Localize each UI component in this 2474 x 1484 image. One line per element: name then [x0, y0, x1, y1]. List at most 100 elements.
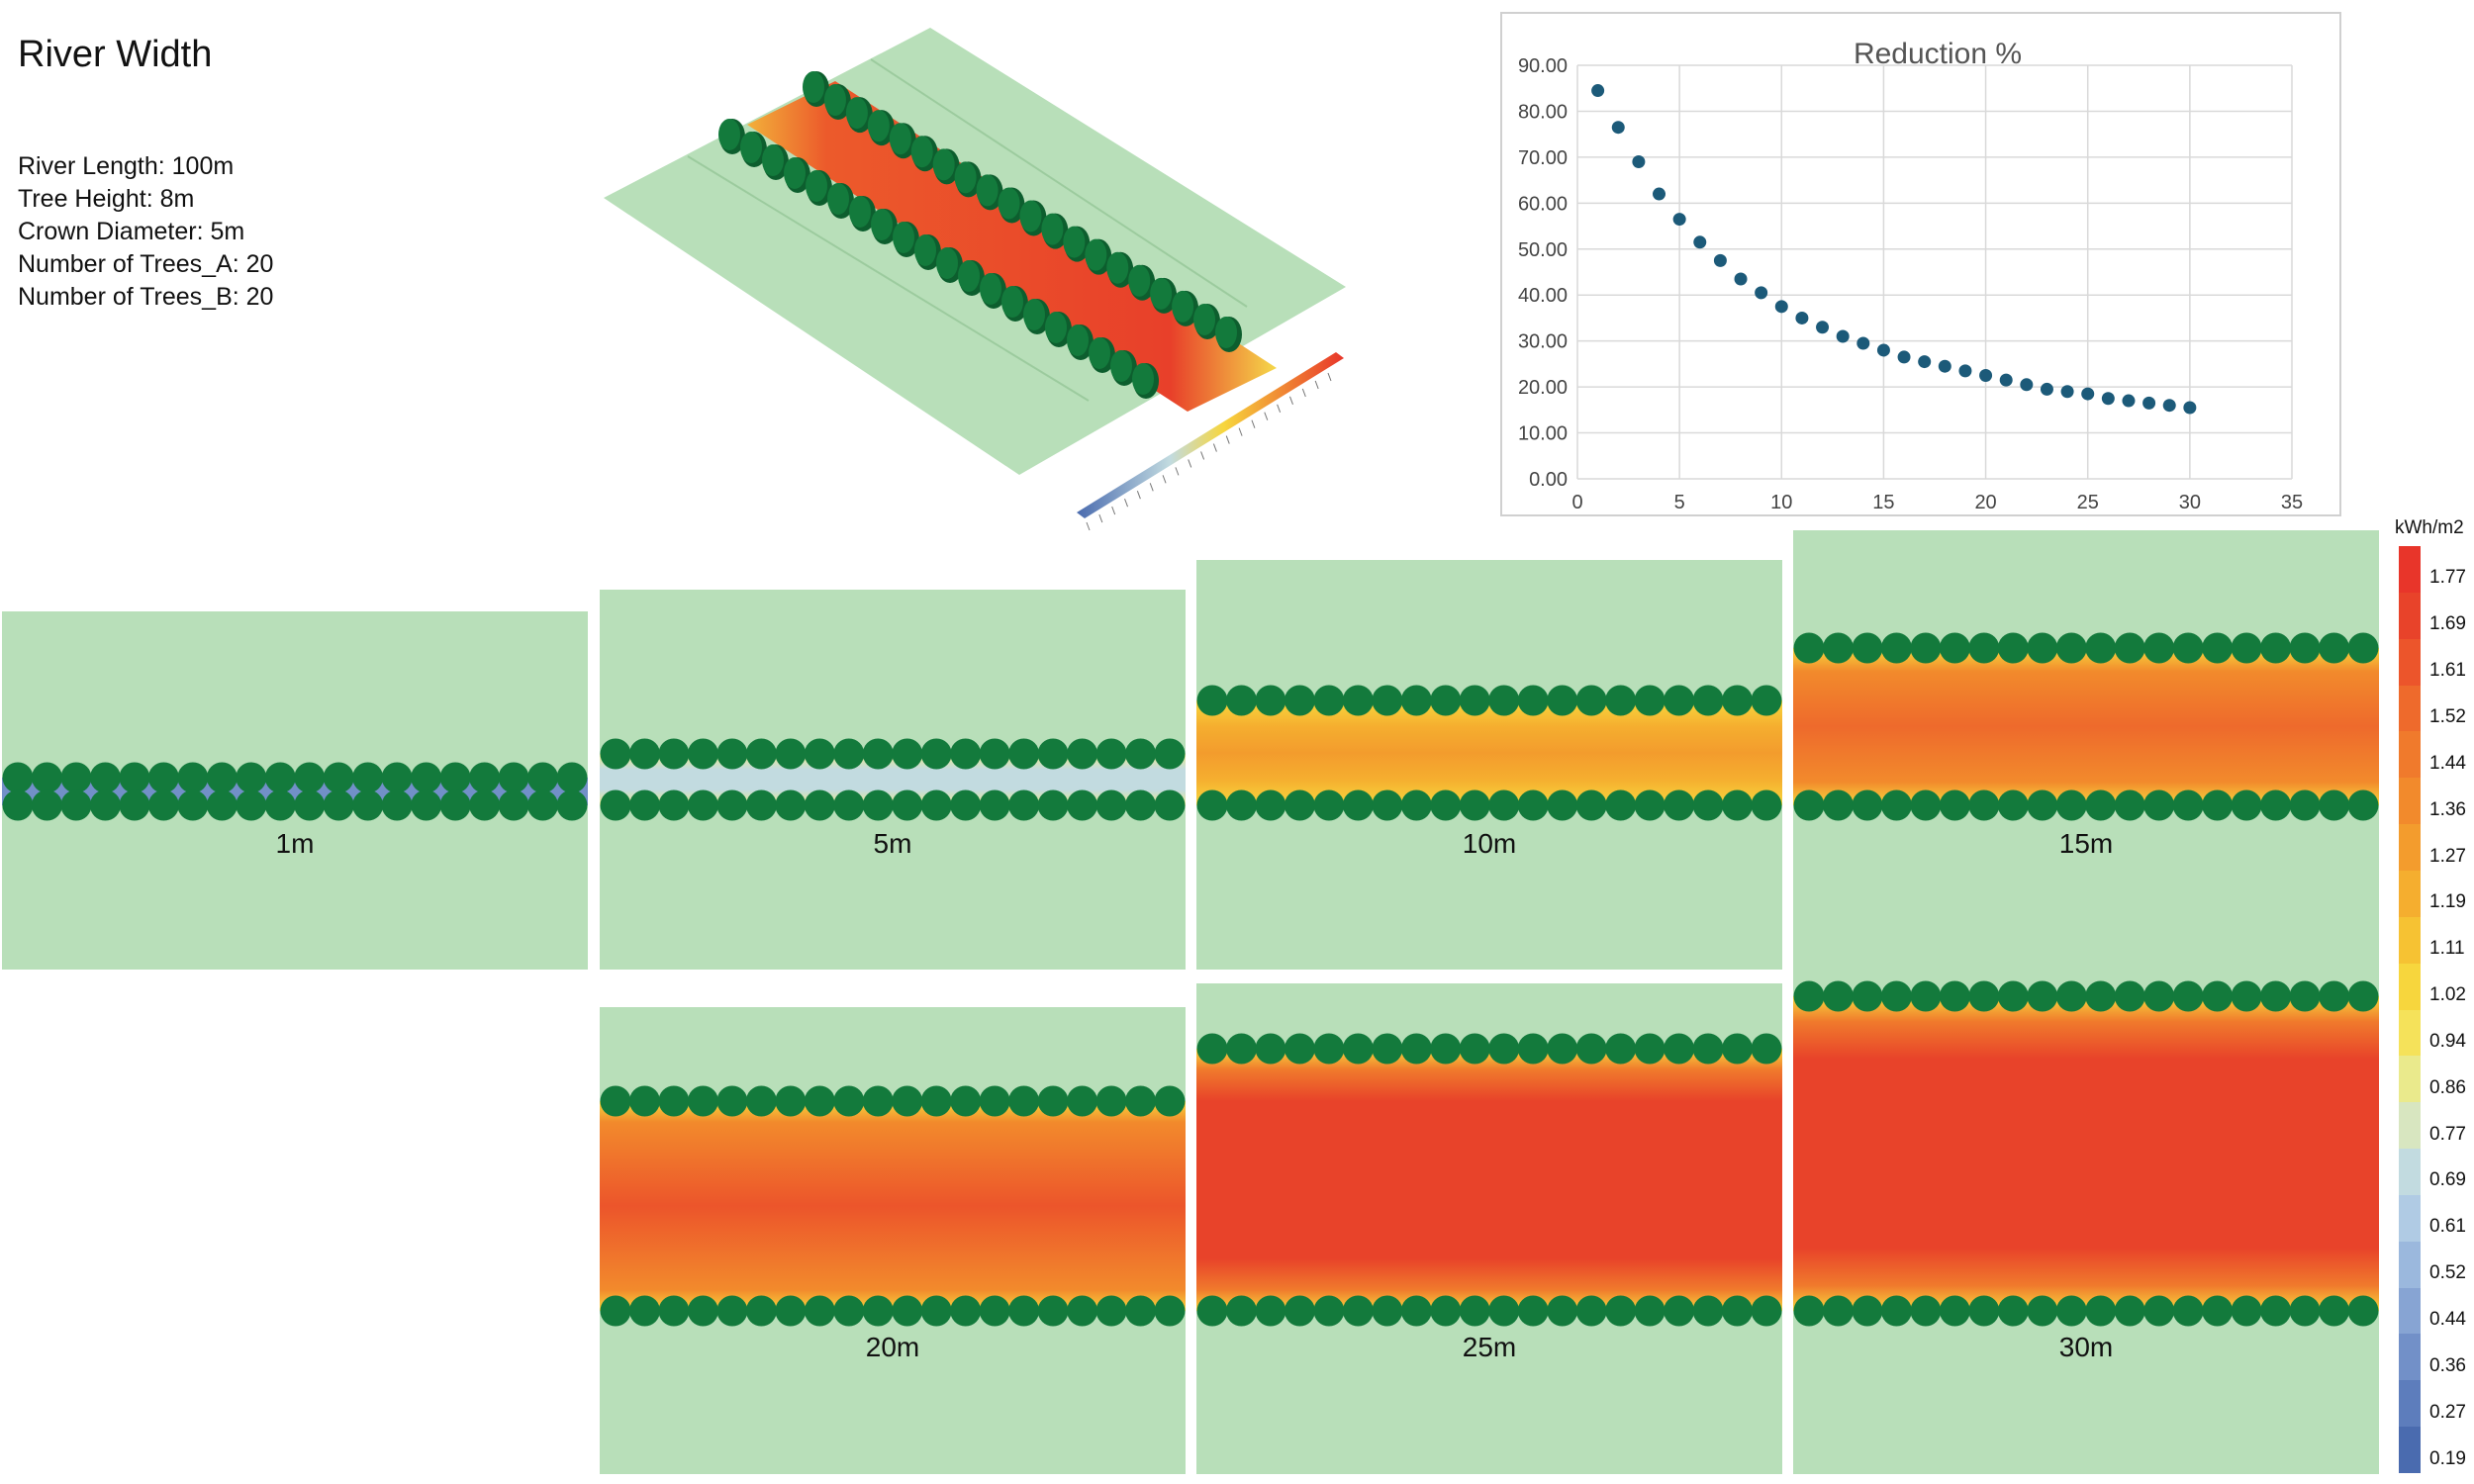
- iso-scale-tick: [1264, 412, 1269, 420]
- tree-crown: [147, 789, 179, 821]
- tree-crown: [1095, 789, 1127, 821]
- iso-river-surface: [747, 81, 1277, 412]
- panel-width-10m: 10m: [1196, 560, 1782, 970]
- tree-crown: [1488, 1295, 1520, 1327]
- chart-point: [1836, 329, 1850, 343]
- chart-point: [1755, 286, 1768, 300]
- chart-point: [1611, 121, 1625, 135]
- tree-crown: [498, 762, 529, 793]
- tree-crown: [1313, 789, 1345, 821]
- tree-crown: [60, 789, 92, 821]
- chart-point: [1734, 272, 1748, 286]
- river-heatmap: [1793, 648, 2379, 805]
- chart-y-tick-label: 60.00: [1518, 193, 1568, 215]
- iso-tree-crown: [1001, 286, 1023, 318]
- tree-crown: [352, 789, 384, 821]
- tree-crown: [1793, 980, 1825, 1012]
- legend-tick-label: 1.69: [2429, 613, 2466, 635]
- tree-crown: [323, 762, 354, 793]
- tree-crown: [1968, 632, 2000, 664]
- tree-crown: [1400, 1295, 1432, 1327]
- chart-point: [1774, 300, 1788, 314]
- chart-y-tick-labels: 0.00 10.00 20.00 30.00 40.00 50.00 60.00 70.00 8…: [1518, 55, 1568, 491]
- tree-crown: [1430, 789, 1462, 821]
- tree-crown: [1793, 632, 1825, 664]
- tree-crown: [775, 738, 807, 770]
- iso-scale-tick: [1162, 475, 1167, 484]
- tree-crown: [1255, 1033, 1286, 1065]
- tree-crown: [1400, 685, 1432, 716]
- tree-crown: [352, 762, 384, 793]
- legend-tick-label: 0.94: [2429, 1030, 2466, 1052]
- tree-crown: [1793, 1295, 1825, 1327]
- legend-color-bar: [2399, 546, 2421, 1474]
- tree-crown: [2055, 980, 2087, 1012]
- tree-crown: [236, 789, 267, 821]
- tree-crown: [600, 1085, 631, 1117]
- tree-crown: [1852, 789, 1883, 821]
- legend-tick-label: 1.02: [2429, 984, 2466, 1006]
- tree-crown: [628, 1295, 660, 1327]
- tree-crown: [1692, 685, 1724, 716]
- iso-tree-crown: [1089, 337, 1110, 369]
- iso-tree-crown: [893, 222, 914, 253]
- tree-crown: [1880, 632, 1912, 664]
- chart-point: [1713, 253, 1727, 267]
- tree-crown: [1822, 980, 1854, 1012]
- tree-crown: [2260, 980, 2292, 1012]
- tree-crown: [2172, 1295, 2204, 1327]
- tree-crown: [2172, 632, 2204, 664]
- tree-crown: [2289, 980, 2321, 1012]
- tree-crown: [2231, 980, 2262, 1012]
- tree-crown: [2055, 1295, 2087, 1327]
- legend-swatch: [2399, 916, 2421, 965]
- chart-point: [2060, 385, 2074, 399]
- panel-width-1m: 1m: [2, 611, 588, 970]
- iso-tree-crown: [1110, 350, 1132, 382]
- tree-crown: [2202, 980, 2234, 1012]
- tree-crown: [1968, 789, 2000, 821]
- legend-tick-label: 0.86: [2429, 1076, 2466, 1098]
- tree-crown: [1547, 1295, 1578, 1327]
- tree-crown: [1880, 980, 1912, 1012]
- legend-tick-label: 0.77: [2429, 1123, 2466, 1145]
- tree-crown: [527, 789, 559, 821]
- legend-swatch: [2399, 1334, 2421, 1381]
- chart-y-tick-label: 80.00: [1518, 101, 1568, 123]
- tree-crown: [2114, 1295, 2145, 1327]
- iso-tree-crown: [1045, 312, 1067, 343]
- tree-crown: [1372, 685, 1403, 716]
- chart-points: [1591, 84, 2197, 415]
- tree-crown: [2172, 980, 2204, 1012]
- tree-crown: [1430, 1033, 1462, 1065]
- tree-crown: [1037, 1295, 1069, 1327]
- chart-point: [1918, 355, 1932, 369]
- tree-crown: [804, 789, 835, 821]
- tree-crown: [119, 789, 150, 821]
- chart-point: [2040, 382, 2053, 396]
- tree-crown: [745, 1295, 777, 1327]
- chart-point: [1816, 321, 1830, 334]
- tree-crown: [2319, 1295, 2350, 1327]
- tree-crown: [1488, 685, 1520, 716]
- tree-crown: [979, 1295, 1010, 1327]
- legend-swatch: [2399, 1380, 2421, 1428]
- tree-crown: [1939, 980, 1970, 1012]
- tree-crown: [1430, 685, 1462, 716]
- legend-tick-label: 1.61: [2429, 660, 2466, 682]
- tree-crown: [60, 762, 92, 793]
- tree-crown: [1517, 1295, 1549, 1327]
- iso-tree-crown: [784, 157, 806, 189]
- tree-crown: [323, 789, 354, 821]
- panel-width-5m: 5m: [600, 590, 1186, 970]
- iso-tree-crown: [827, 183, 849, 215]
- legend-tick-label: 1.77: [2429, 567, 2466, 589]
- tree-crown: [2027, 980, 2058, 1012]
- tree-crown: [1037, 1085, 1069, 1117]
- legend-tick-label: 1.36: [2429, 798, 2466, 820]
- tree-crown: [1968, 1295, 2000, 1327]
- tree-crown: [862, 1295, 894, 1327]
- tree-crown: [2347, 980, 2379, 1012]
- tree-crown: [31, 789, 62, 821]
- tree-crown: [294, 789, 326, 821]
